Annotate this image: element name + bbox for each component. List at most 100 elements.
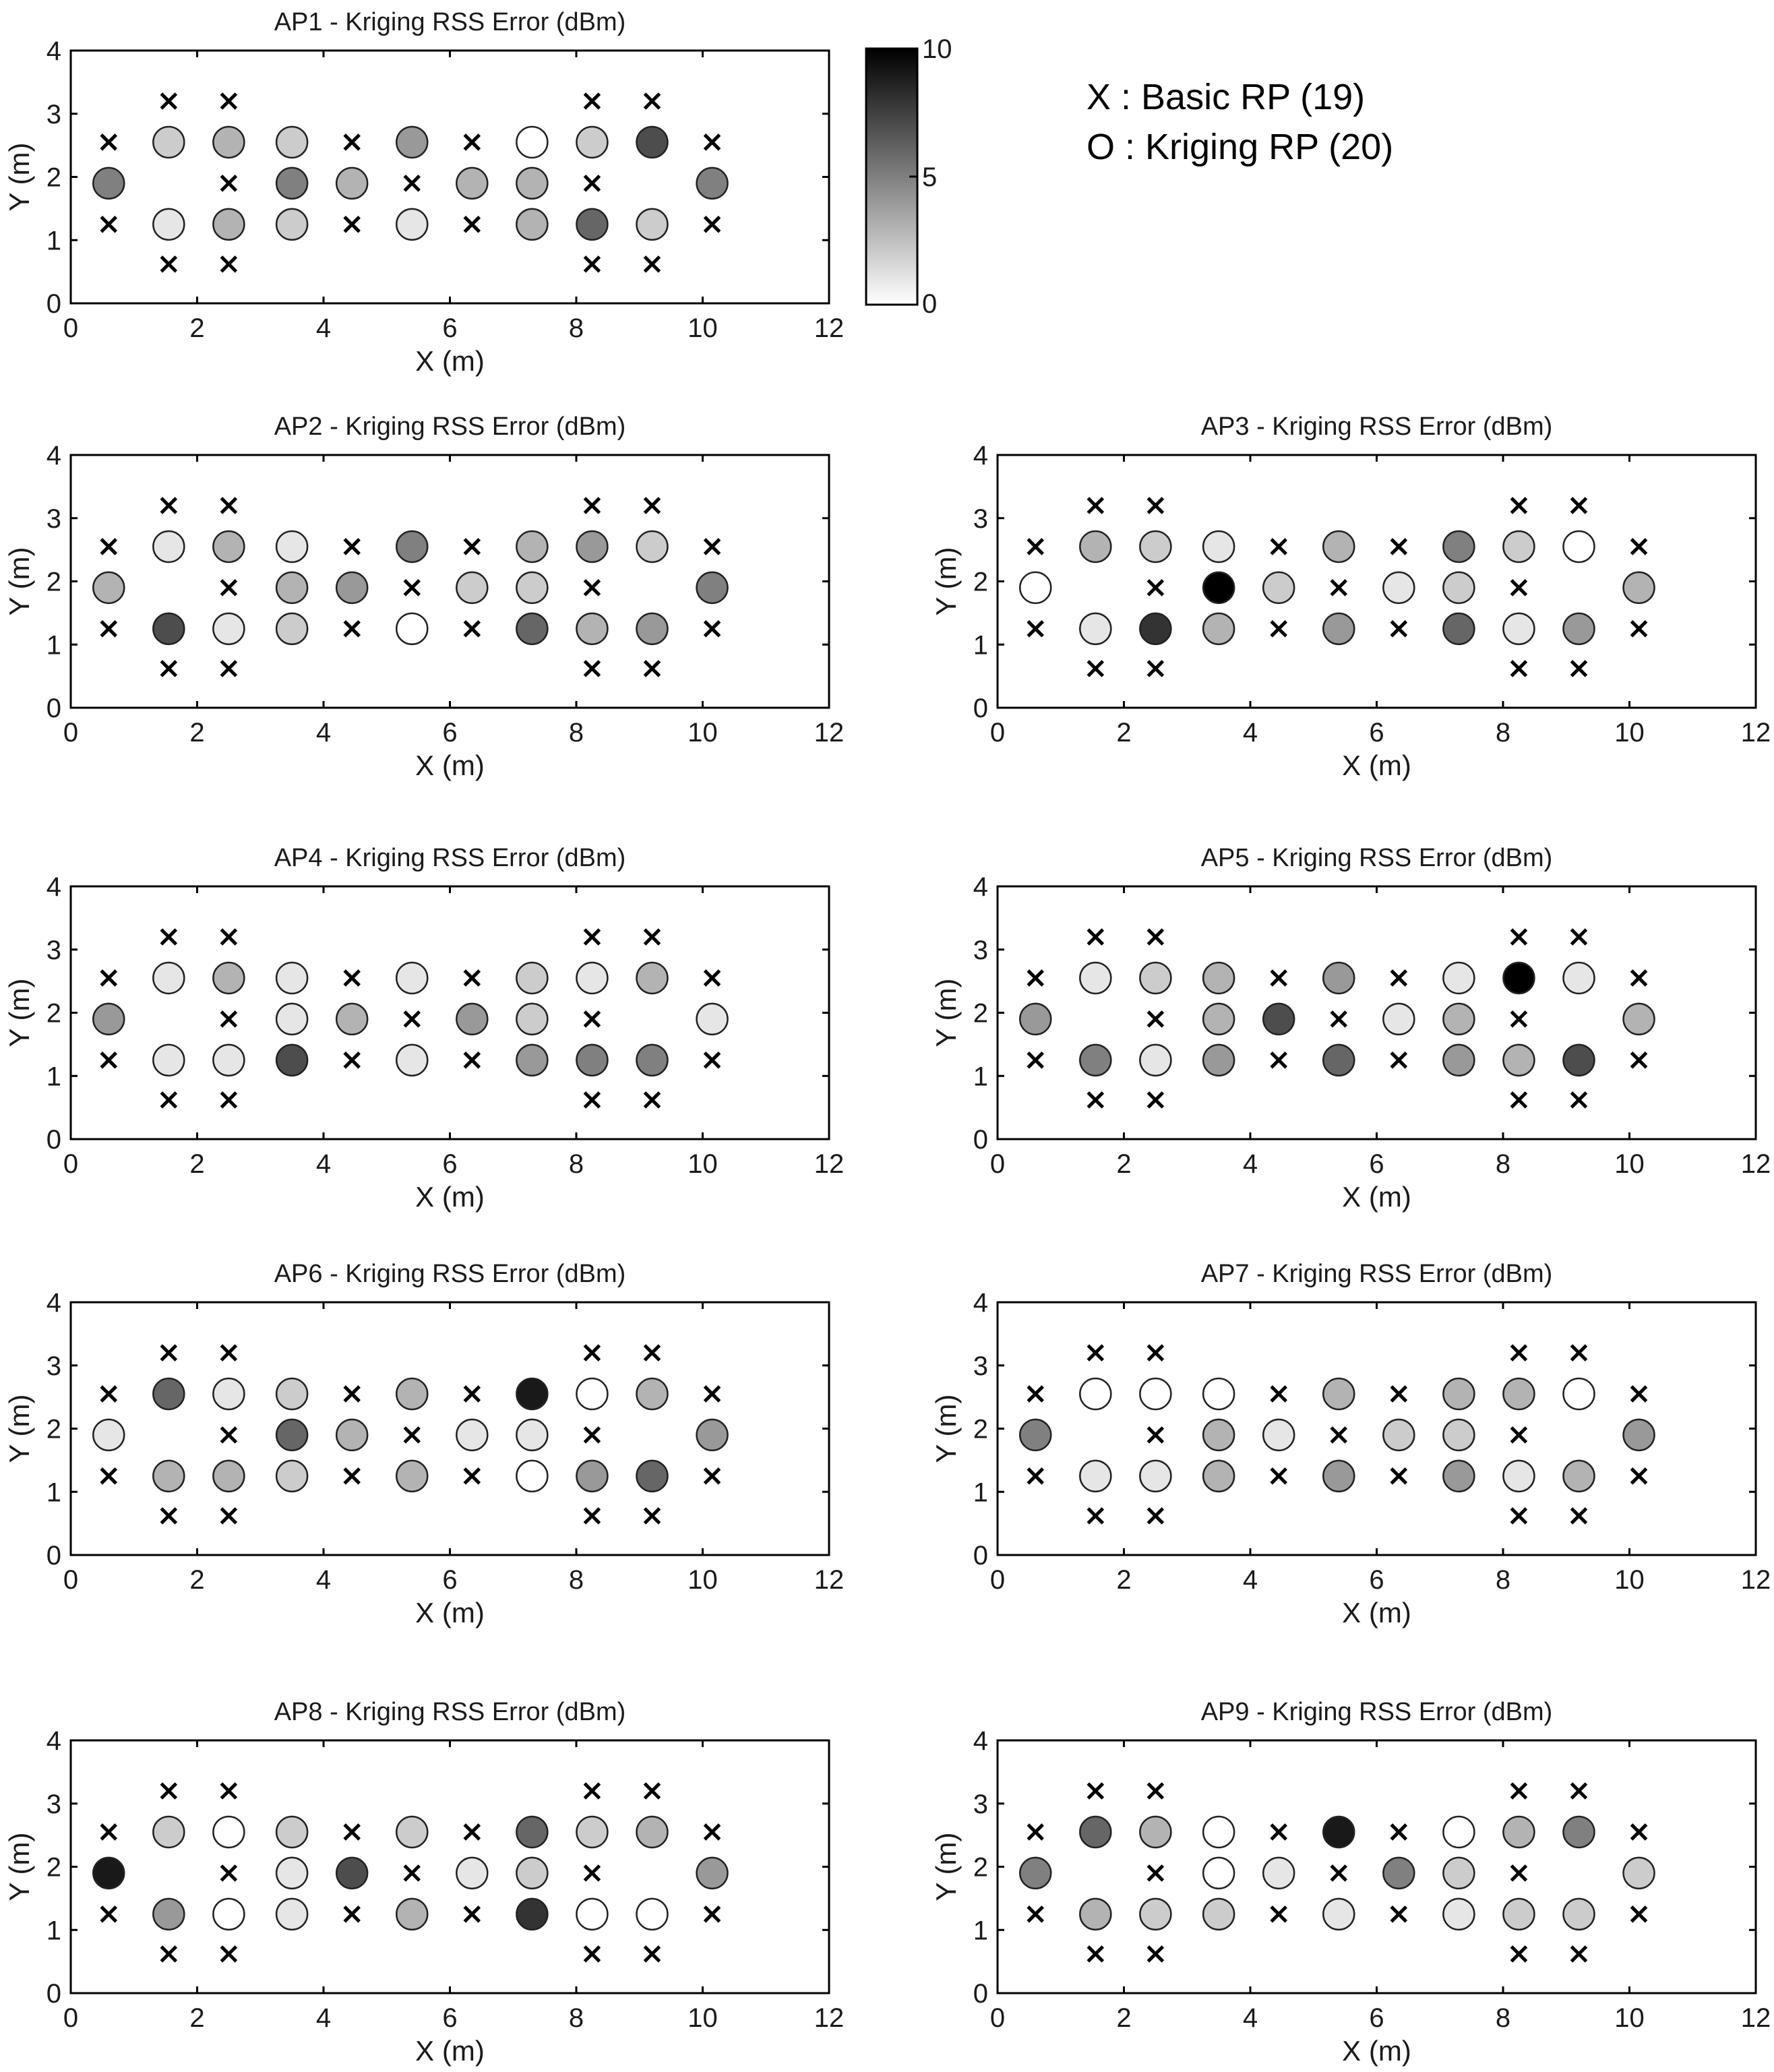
basic-rp-marker <box>1146 1507 1165 1525</box>
kriging-rp-point <box>212 612 245 646</box>
kriging-rp-point <box>1202 1459 1235 1493</box>
x-tick-label: 2 <box>189 2003 204 2033</box>
x-tick-label: 2 <box>1116 1149 1131 1179</box>
kriging-rp-point <box>516 961 549 995</box>
basic-rp-marker <box>1390 1823 1408 1841</box>
x-tick-label: 8 <box>1496 1565 1510 1595</box>
basic-rp-stroke <box>1570 1344 1588 1362</box>
basic-rp-stroke <box>100 216 118 233</box>
x-tick-label: 6 <box>442 1149 457 1179</box>
kriging-rp-point <box>1502 1377 1535 1411</box>
basic-rp-stroke <box>343 1385 361 1403</box>
y-axis-label: Y (m) <box>3 143 35 212</box>
y-tick-label: 1 <box>47 1916 61 1945</box>
x-axis-label: X (m) <box>1342 2035 1411 2067</box>
kriging-rp-point <box>1202 612 1235 646</box>
basic-rp-marker <box>1027 969 1045 987</box>
kriging-rp-point <box>1139 1043 1172 1077</box>
x-axis-label: X (m) <box>415 1181 485 1213</box>
basic-rp-stroke <box>1146 1010 1165 1028</box>
basic-rp-stroke <box>403 1426 421 1444</box>
kriging-rp-point <box>1442 1897 1475 1931</box>
basic-rp-stroke <box>643 1782 661 1800</box>
basic-rp-stroke <box>1330 579 1348 597</box>
basic-rp-stroke <box>100 1052 118 1069</box>
panel-6: AP6 - Kriging RSS Error (dBm)0 2 4 6 8 10 1201… <box>3 1260 844 1628</box>
kriging-rp-point <box>1622 1418 1655 1452</box>
kriging-rp-point <box>516 1043 549 1077</box>
kriging-rp-point <box>396 530 429 563</box>
basic-rp-stroke <box>703 1467 721 1485</box>
x-tick-label: 2 <box>189 1149 204 1179</box>
kriging-rp-point <box>1322 1897 1355 1931</box>
basic-rp-marker <box>220 1344 238 1362</box>
basic-rp-stroke <box>703 620 721 638</box>
y-axis-label: Y (m) <box>3 1833 35 1901</box>
y-axis-label: Y (m) <box>930 1395 962 1463</box>
kriging-rp-point <box>152 612 185 646</box>
kriging-rp-point <box>576 1815 609 1849</box>
basic-rp-marker <box>160 1507 178 1525</box>
basic-rp-stroke <box>1630 969 1648 987</box>
x-tick-label: 4 <box>316 2003 331 2033</box>
basic-rp-stroke <box>703 1385 721 1403</box>
kriging-rp-point <box>1562 530 1595 563</box>
x-tick-label: 8 <box>569 1149 584 1179</box>
basic-rp-stroke <box>220 579 238 597</box>
basic-rp-stroke <box>643 497 661 514</box>
basic-rp-marker <box>1146 1010 1165 1028</box>
kriging-rp-point <box>1019 1002 1052 1036</box>
kriging-rp-point <box>335 1002 369 1036</box>
kriging-rp-point <box>1562 1897 1595 1931</box>
basic-rp-marker <box>1027 1906 1045 1923</box>
kriging-rp-point <box>1139 1897 1172 1931</box>
kriging-rp-point <box>636 1815 669 1849</box>
kriging-rp-point <box>275 166 309 200</box>
basic-rp-stroke <box>1510 579 1528 597</box>
kriging-rp-point <box>1382 571 1415 605</box>
basic-rp-stroke <box>643 1507 661 1525</box>
basic-rp-marker <box>1270 1906 1287 1923</box>
basic-rp-marker <box>1027 1385 1045 1403</box>
x-tick-label: 12 <box>814 313 845 343</box>
basic-rp-stroke <box>1146 1091 1165 1109</box>
kriging-rp-point <box>1202 530 1235 563</box>
basic-rp-marker <box>1146 928 1165 946</box>
basic-rp-stroke <box>343 1052 361 1069</box>
basic-rp-marker <box>703 969 721 987</box>
basic-rp-marker <box>1390 1052 1408 1069</box>
kriging-rp-point <box>1322 1459 1355 1493</box>
basic-rp-stroke <box>100 1385 118 1403</box>
basic-rp-stroke <box>1570 1091 1588 1109</box>
kriging-rp-point <box>1139 1377 1172 1411</box>
basic-rp-marker <box>1087 1507 1105 1525</box>
basic-rp-marker <box>100 133 118 151</box>
basic-rp-marker <box>220 928 238 946</box>
x-tick-label: 0 <box>63 1149 78 1179</box>
x-tick-label: 2 <box>1116 718 1131 748</box>
kriging-rp-point <box>1442 1459 1475 1493</box>
basic-rp-stroke <box>220 1864 238 1882</box>
panel-title: AP6 - Kriging RSS Error (dBm) <box>274 1260 626 1288</box>
basic-rp-marker <box>1330 1010 1348 1028</box>
x-tick-label: 0 <box>63 1565 78 1595</box>
kriging-rp-point <box>516 1459 549 1493</box>
basic-rp-stroke <box>100 1823 118 1841</box>
kriging-rp-point <box>1322 1815 1355 1849</box>
kriging-rp-point <box>335 166 369 200</box>
y-tick-label: 3 <box>47 936 61 965</box>
basic-rp-stroke <box>1510 1010 1528 1028</box>
basic-rp-marker <box>1570 1091 1588 1109</box>
basic-rp-stroke <box>583 1010 601 1028</box>
basic-rp-marker <box>463 969 481 987</box>
basic-rp-marker <box>463 216 481 233</box>
kriging-rp-point <box>212 1897 245 1931</box>
basic-rp-stroke <box>1630 620 1648 638</box>
y-tick-label: 3 <box>47 1351 61 1381</box>
basic-rp-stroke <box>100 620 118 638</box>
basic-rp-marker <box>463 1906 481 1923</box>
basic-rp-stroke <box>1570 928 1588 946</box>
kriging-rp-point <box>1202 1418 1235 1452</box>
kriging-rp-point <box>396 208 429 241</box>
